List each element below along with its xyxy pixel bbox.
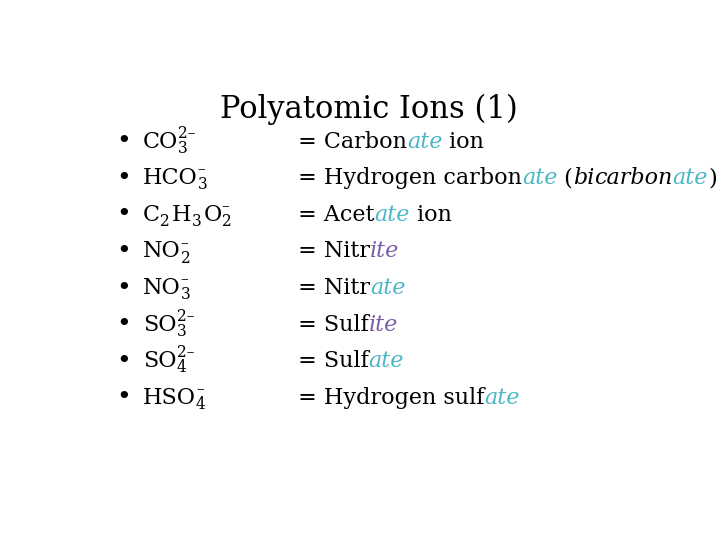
Text: –: – bbox=[181, 271, 189, 288]
Text: carbon: carbon bbox=[594, 167, 672, 190]
Text: CO: CO bbox=[143, 131, 179, 153]
Text: 3: 3 bbox=[198, 177, 207, 193]
Text: H: H bbox=[172, 204, 192, 226]
Text: HSO: HSO bbox=[143, 387, 196, 409]
Text: = Hydrogen sulf: = Hydrogen sulf bbox=[291, 387, 485, 409]
Text: = Sulf: = Sulf bbox=[291, 350, 369, 372]
Text: 2: 2 bbox=[222, 213, 231, 230]
Text: ate: ate bbox=[374, 204, 410, 226]
Text: HCO: HCO bbox=[143, 167, 198, 190]
Text: •: • bbox=[116, 167, 131, 190]
Text: C: C bbox=[143, 204, 160, 226]
Text: ion: ion bbox=[410, 204, 451, 226]
Text: 4: 4 bbox=[176, 360, 186, 376]
Text: ite: ite bbox=[370, 240, 399, 262]
Text: = Carbon: = Carbon bbox=[291, 131, 407, 153]
Text: ): ) bbox=[708, 167, 716, 190]
Text: NO: NO bbox=[143, 277, 181, 299]
Text: •: • bbox=[116, 130, 131, 153]
Text: ate: ate bbox=[672, 167, 708, 190]
Text: SO: SO bbox=[143, 350, 176, 372]
Text: ate: ate bbox=[407, 131, 442, 153]
Text: •: • bbox=[116, 204, 131, 226]
Text: –: – bbox=[222, 198, 230, 215]
Text: ite: ite bbox=[369, 314, 398, 336]
Text: ate: ate bbox=[522, 167, 557, 190]
Text: 2: 2 bbox=[181, 249, 191, 267]
Text: ate: ate bbox=[369, 350, 404, 372]
Text: = Hydrogen carbon: = Hydrogen carbon bbox=[291, 167, 522, 190]
Text: 3: 3 bbox=[179, 140, 188, 157]
Text: ate: ate bbox=[485, 387, 520, 409]
Text: 3: 3 bbox=[192, 213, 202, 230]
Text: O: O bbox=[204, 204, 222, 226]
Text: NO: NO bbox=[143, 240, 181, 262]
Text: ate: ate bbox=[370, 277, 405, 299]
Text: –: – bbox=[196, 381, 204, 398]
Text: –: – bbox=[198, 161, 205, 179]
Text: bi: bi bbox=[573, 167, 594, 190]
Text: = Nitr: = Nitr bbox=[291, 277, 370, 299]
Text: (: ( bbox=[557, 167, 573, 190]
Text: •: • bbox=[116, 240, 131, 263]
Text: SO: SO bbox=[143, 314, 176, 336]
Text: = Nitr: = Nitr bbox=[291, 240, 370, 262]
Text: Polyatomic Ions (1): Polyatomic Ions (1) bbox=[220, 94, 518, 125]
Text: •: • bbox=[116, 313, 131, 336]
Text: 2–: 2– bbox=[176, 345, 194, 361]
Text: 2–: 2– bbox=[176, 308, 194, 325]
Text: 3: 3 bbox=[181, 286, 191, 303]
Text: = Acet: = Acet bbox=[291, 204, 374, 226]
Text: 4: 4 bbox=[196, 396, 206, 413]
Text: –: – bbox=[181, 235, 189, 252]
Text: 3: 3 bbox=[176, 323, 186, 340]
Text: 2–: 2– bbox=[179, 125, 196, 142]
Text: •: • bbox=[116, 386, 131, 409]
Text: ion: ion bbox=[442, 131, 484, 153]
Text: 2: 2 bbox=[160, 213, 170, 230]
Text: •: • bbox=[116, 350, 131, 373]
Text: = Sulf: = Sulf bbox=[291, 314, 369, 336]
Text: •: • bbox=[116, 276, 131, 300]
